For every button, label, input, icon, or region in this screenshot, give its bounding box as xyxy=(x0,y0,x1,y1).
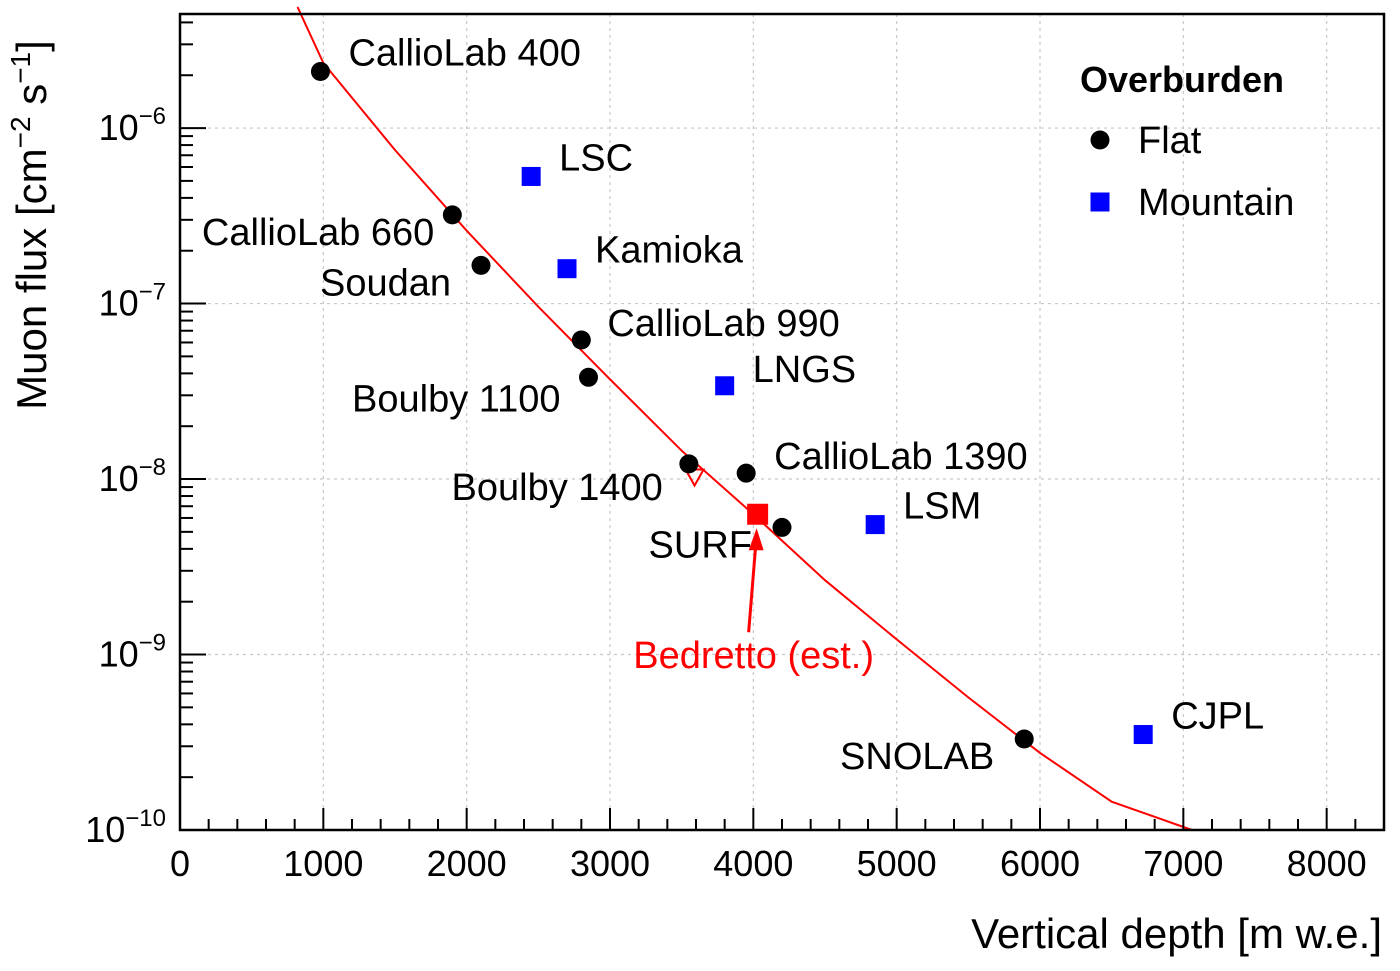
bedretto-estimate-marker xyxy=(747,503,769,525)
point-label: Soudan xyxy=(320,262,451,304)
bedretto-arrow-head xyxy=(748,528,764,551)
point-labels: CallioLab 400 CallioLab 660 Soudan CallioLa… xyxy=(202,33,1264,778)
flat-site-marker xyxy=(1014,729,1034,749)
flat-site-marker xyxy=(442,205,462,225)
y-tick-base: 10 xyxy=(99,283,139,324)
x-tick-label: 5000 xyxy=(857,843,937,884)
x-tick-label: 7000 xyxy=(1143,843,1223,884)
y-tick-base: 10 xyxy=(85,809,125,850)
bedretto-arrow-shaft xyxy=(747,546,758,633)
x-tick-label: 6000 xyxy=(1000,843,1080,884)
mountain-site-marker xyxy=(865,515,885,535)
y-tick-exponent: −6 xyxy=(139,103,166,130)
y-tick-base: 10 xyxy=(99,107,139,148)
point-label: Boulby 1100 xyxy=(352,378,560,420)
legend-title: Overburden xyxy=(1080,59,1284,100)
point-label: LSC xyxy=(559,137,633,179)
y-tick-exponent: −8 xyxy=(139,454,166,481)
y-tick-label: 10−6 xyxy=(99,103,166,148)
legend-marker-flat xyxy=(1090,130,1110,150)
y-axis-label-exp1: −2 xyxy=(5,116,36,148)
legend-entry-label: Mountain xyxy=(1138,182,1294,224)
grid-lines xyxy=(180,14,1384,830)
x-tick-label: 0 xyxy=(170,843,190,884)
x-tick-label: 4000 xyxy=(713,843,793,884)
y-tick-exponent: −10 xyxy=(125,805,166,832)
axes: 0 1000 2000 3000 4000 5000 6000 7000 800010−610−… xyxy=(85,12,1386,884)
y-axis-label-end: ] xyxy=(8,40,55,52)
point-label: Boulby 1400 xyxy=(452,467,663,509)
flat-site-marker xyxy=(579,367,598,387)
flat-site-marker xyxy=(679,454,699,474)
y-tick-base: 10 xyxy=(99,458,139,499)
x-tick-label: 8000 xyxy=(1287,843,1367,884)
y-axis-label-main: Muon flux [cm xyxy=(8,148,55,409)
point-label: CallioLab 990 xyxy=(607,303,839,345)
flat-site-marker xyxy=(471,255,491,275)
point-label: CallioLab 660 xyxy=(202,212,434,254)
data-markers xyxy=(310,62,1153,749)
point-label: CJPL xyxy=(1171,696,1264,738)
point-label: CallioLab 1390 xyxy=(774,436,1028,478)
x-tick-label: 1000 xyxy=(283,843,363,884)
mountain-site-marker xyxy=(1133,725,1153,745)
mountain-site-marker xyxy=(715,376,735,396)
y-tick-label: 10−7 xyxy=(99,279,166,324)
x-tick-label: 2000 xyxy=(427,843,507,884)
flat-site-marker xyxy=(310,62,330,82)
point-label: LNGS xyxy=(753,349,856,391)
y-axis-label-exp2: −1 xyxy=(5,52,36,84)
point-label: Kamioka xyxy=(595,230,744,272)
x-tick-label: 3000 xyxy=(570,843,650,884)
point-label: LSM xyxy=(903,486,981,528)
point-label: SURF xyxy=(649,524,752,566)
y-tick-label: 10−10 xyxy=(85,805,166,850)
point-label: CallioLab 400 xyxy=(348,33,580,75)
mountain-site-marker xyxy=(521,166,541,186)
flat-site-marker xyxy=(571,330,591,350)
y-axis-label: Muon flux [cm−2 s−1] xyxy=(5,40,55,410)
mountain-site-marker xyxy=(557,259,577,279)
y-tick-base: 10 xyxy=(99,634,139,675)
y-tick-exponent: −7 xyxy=(139,279,166,306)
flat-site-marker xyxy=(772,517,792,537)
x-axis-label: Vertical depth [m w.e.] xyxy=(971,910,1382,957)
y-axis-label-mid: s xyxy=(8,84,55,117)
y-tick-label: 10−9 xyxy=(99,630,166,675)
flat-site-marker xyxy=(736,463,756,483)
legend-marker-mountain xyxy=(1090,192,1110,212)
y-tick-label: 10−8 xyxy=(99,454,166,499)
bedretto-label: Bedretto (est.) xyxy=(633,635,874,677)
legend-entry-label: Flat xyxy=(1138,120,1202,162)
y-tick-exponent: −9 xyxy=(139,630,166,657)
point-label: SNOLAB xyxy=(840,736,994,778)
legend: Overburden Flat Mountain xyxy=(1080,59,1294,224)
